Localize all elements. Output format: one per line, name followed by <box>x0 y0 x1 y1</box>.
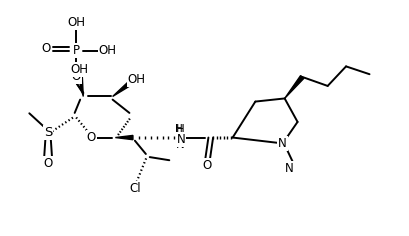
Text: N: N <box>279 137 287 150</box>
Text: O: O <box>72 70 81 83</box>
Text: N: N <box>177 133 185 146</box>
Text: OH: OH <box>99 44 117 57</box>
Polygon shape <box>78 76 83 97</box>
Text: H
N: H N <box>176 123 184 151</box>
Text: P: P <box>73 44 80 57</box>
Text: S: S <box>44 126 52 139</box>
Text: H: H <box>175 124 182 134</box>
Text: O: O <box>43 157 53 170</box>
Text: O: O <box>41 42 50 55</box>
Polygon shape <box>115 135 133 140</box>
Text: OH: OH <box>67 16 85 29</box>
Text: Cl: Cl <box>130 182 141 195</box>
Polygon shape <box>285 76 304 98</box>
Text: OH: OH <box>70 63 88 76</box>
Polygon shape <box>112 82 130 97</box>
Text: O: O <box>202 159 211 172</box>
Text: N: N <box>285 162 294 175</box>
Text: OH: OH <box>128 73 146 86</box>
Text: O: O <box>86 131 96 144</box>
